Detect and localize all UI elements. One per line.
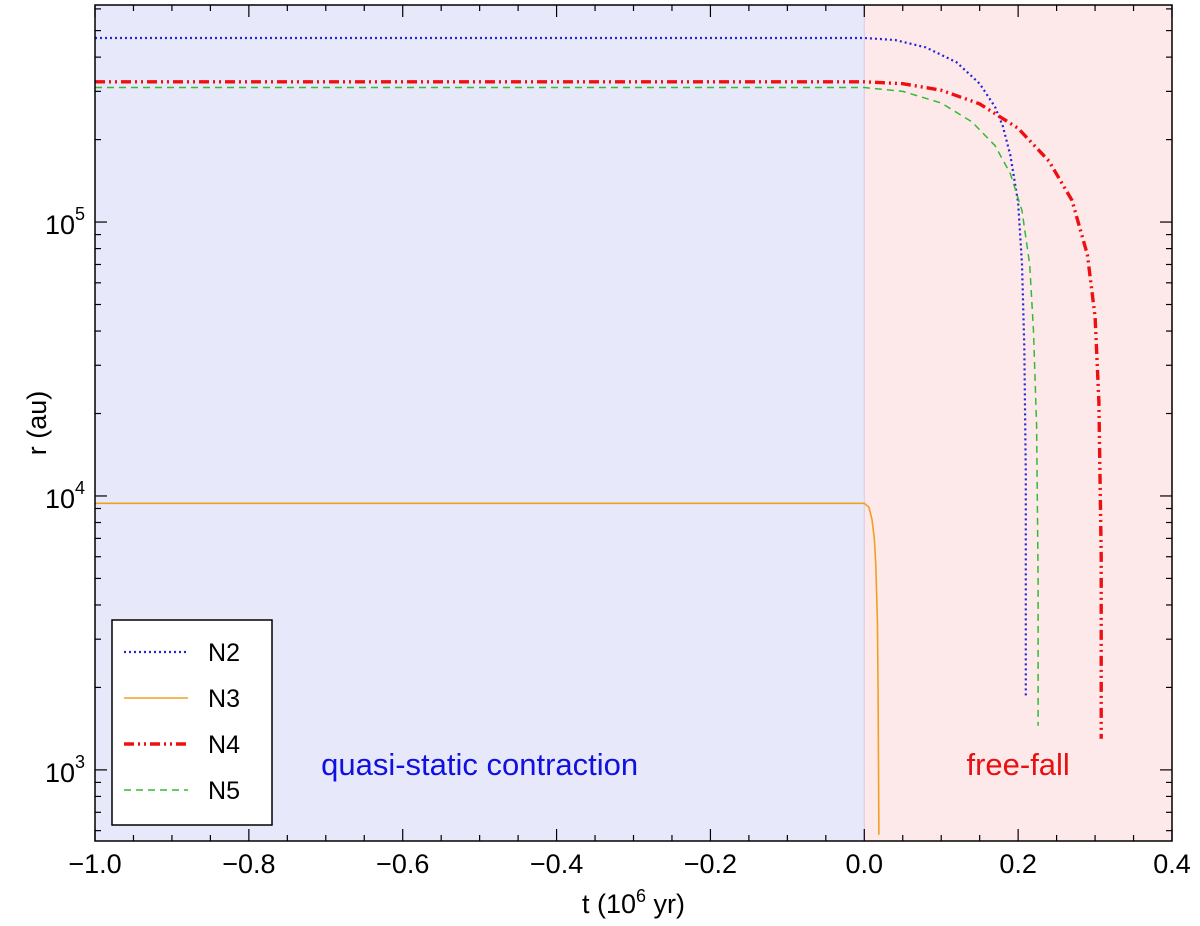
x-tick-label: −1.0 xyxy=(68,849,121,879)
tick-labels: −1.0 −0.8 −0.6 −0.4 −0.2 0.0 0.2 0.4 103 104 105 xyxy=(45,204,1191,879)
x-axis-label: t (106 yr) xyxy=(582,886,685,919)
region-free-fall xyxy=(864,5,1172,841)
region-label: free-fall xyxy=(966,747,1069,782)
x-tick-label: −0.2 xyxy=(684,849,737,879)
legend-box xyxy=(111,619,273,826)
region-label: quasi-static contraction xyxy=(321,747,638,782)
x-tick-label: −0.6 xyxy=(376,849,429,879)
y-tick-label: 104 xyxy=(45,478,85,514)
series-line-n5 xyxy=(95,86,1039,726)
x-tick-label: 0.2 xyxy=(999,849,1037,879)
x-tick-label: 0.0 xyxy=(846,849,884,879)
x-tick-label: −0.4 xyxy=(530,849,583,879)
y-tick-label: 103 xyxy=(45,752,85,788)
legend-label-n5: N5 xyxy=(208,777,240,805)
y-axis-label: r (au) xyxy=(22,391,52,456)
x-tick-label: 0.4 xyxy=(1153,849,1191,879)
legend-label-n3: N3 xyxy=(208,685,240,713)
legend: N2 N3 N4 N5 xyxy=(111,619,273,826)
series-line-n3 xyxy=(95,502,880,835)
legend-label-n2: N2 xyxy=(208,639,240,667)
axis-ticks xyxy=(94,5,1173,841)
series-layer xyxy=(95,36,1103,835)
y-tick-label: 105 xyxy=(45,204,85,240)
legend-label-n4: N4 xyxy=(208,731,240,759)
series-line-n4 xyxy=(95,80,1103,739)
region-labels: quasi-static contraction free-fall xyxy=(321,747,1070,782)
x-tick-label: −0.8 xyxy=(222,849,275,879)
